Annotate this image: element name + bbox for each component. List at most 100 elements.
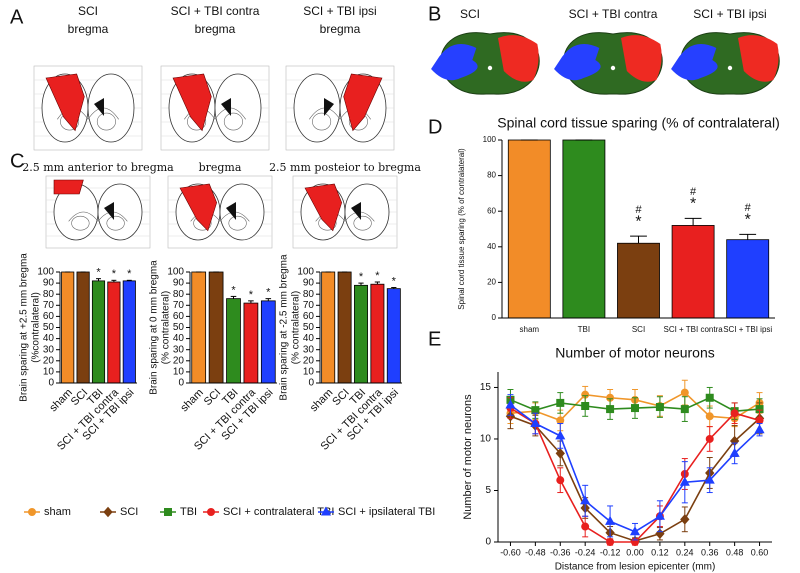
y-tick-label: 90 xyxy=(43,278,55,289)
lesion xyxy=(172,73,212,132)
point xyxy=(629,526,641,536)
lesion xyxy=(343,73,383,132)
y-tick-label: 50 xyxy=(303,322,315,333)
point xyxy=(555,430,566,440)
x-tick-label: SCI xyxy=(202,387,223,408)
structure xyxy=(106,215,125,231)
ventricle xyxy=(351,202,361,220)
y-tick-label: 10 xyxy=(303,367,315,378)
point xyxy=(581,402,590,410)
lesion-contra xyxy=(671,44,718,81)
legend-label: SCI + ipsilateral TBI xyxy=(338,506,435,518)
significance-marker: * xyxy=(392,275,397,287)
point xyxy=(680,405,689,414)
point xyxy=(505,399,516,409)
section-title: SCI xyxy=(460,7,480,21)
lesion-ipsi xyxy=(621,35,662,82)
spinal-cord-section xyxy=(554,32,663,95)
bar xyxy=(321,271,336,384)
point xyxy=(755,416,764,425)
point xyxy=(555,448,565,459)
lesion xyxy=(304,183,342,232)
y-axis-label: Brain sparing at +2.5 mm bregma xyxy=(19,253,30,402)
y-tick-label: 30 xyxy=(303,344,315,355)
lesion-ipsi xyxy=(498,35,539,82)
legend-label: TBI xyxy=(180,506,197,518)
section-title: 2.5 mm anterior to bregma xyxy=(22,161,174,174)
bar xyxy=(386,288,401,384)
error-bar xyxy=(391,287,397,289)
y-tick-label: 5 xyxy=(485,485,491,496)
bar xyxy=(61,271,75,384)
legend-marker xyxy=(164,508,172,516)
bar xyxy=(107,281,121,384)
section-subtitle: bregma xyxy=(195,22,236,36)
hemisphere xyxy=(214,73,262,143)
bar xyxy=(208,271,224,384)
central-canal xyxy=(610,65,616,71)
significance-marker: * xyxy=(96,267,101,279)
y-axis-label: (%contralateral) xyxy=(31,292,42,363)
x-axis-label: Distance from lesion epicenter (mm) xyxy=(555,562,716,573)
bar xyxy=(617,242,660,319)
significance-marker: * xyxy=(745,212,751,229)
panel-label: B xyxy=(428,3,441,25)
x-tick-label: 0.00 xyxy=(626,547,644,557)
point xyxy=(556,476,565,485)
brain-section xyxy=(160,65,270,151)
section-title: SCI xyxy=(78,4,98,18)
point xyxy=(679,476,690,486)
hemisphere xyxy=(344,183,390,241)
error-bar xyxy=(126,279,132,281)
point xyxy=(531,406,540,415)
legend-marker xyxy=(103,506,113,518)
y-tick-label: 20 xyxy=(487,278,496,287)
error-bar xyxy=(630,235,647,244)
error-bar xyxy=(96,278,101,281)
x-tick-label: TBI xyxy=(578,325,590,334)
error-bar xyxy=(358,282,364,286)
y-tick-label: 100 xyxy=(167,267,184,278)
brain-section xyxy=(292,175,398,249)
hemisphere xyxy=(87,73,135,143)
error-bar xyxy=(739,233,757,240)
x-tick-label: SCI + TBI contra xyxy=(663,325,723,334)
y-tick-label: 60 xyxy=(487,206,496,215)
significance-marker: * xyxy=(249,289,254,301)
point xyxy=(581,522,590,531)
bar xyxy=(337,271,352,384)
point xyxy=(754,424,765,434)
y-tick-label: 10 xyxy=(43,367,55,378)
x-tick-label: 0.36 xyxy=(701,547,719,557)
panel-label: D xyxy=(428,116,442,138)
bar xyxy=(243,302,259,384)
y-tick-label: 60 xyxy=(303,311,315,322)
y-tick-label: 20 xyxy=(303,355,315,366)
y-tick-label: 40 xyxy=(173,333,185,344)
point xyxy=(680,514,690,525)
point xyxy=(705,393,714,402)
x-tick-label: -0.12 xyxy=(600,547,621,557)
structure xyxy=(71,215,90,231)
legend-label: sham xyxy=(44,506,71,518)
x-tick-label: -0.60 xyxy=(500,547,521,557)
point xyxy=(704,474,715,484)
y-tick-label: 40 xyxy=(303,333,315,344)
y-tick-label: 80 xyxy=(173,289,185,300)
structure xyxy=(96,112,116,131)
y-tick-label: 10 xyxy=(480,434,492,445)
brain-section xyxy=(45,175,151,249)
point xyxy=(606,405,615,414)
error-bar xyxy=(248,300,254,304)
y-tick-label: 0 xyxy=(492,313,497,322)
significance-marker: * xyxy=(127,268,132,280)
y-tick-label: 15 xyxy=(480,382,492,393)
section-title: 2.5 mm posteior to bregma xyxy=(269,161,421,174)
bar xyxy=(507,139,551,319)
y-tick-label: 0 xyxy=(485,537,491,548)
significance-marker: # xyxy=(690,186,697,198)
y-axis-label: Brain sparing at 0 mm bregma xyxy=(149,260,160,395)
chart-title: Number of motor neurons xyxy=(555,345,715,361)
significance-marker: * xyxy=(635,213,641,230)
y-tick-label: 20 xyxy=(43,355,55,366)
